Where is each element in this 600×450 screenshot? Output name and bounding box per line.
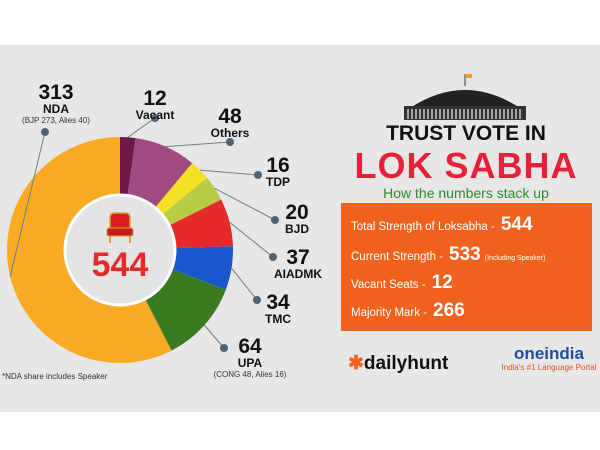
label-others: 48 Others (210, 105, 250, 140)
slice-bjd (162, 177, 222, 226)
leader-dot (226, 138, 234, 146)
oneindia-logo: oneindia India's #1 Language Portal (501, 344, 597, 372)
label-nda: 313 NDA (BJP 273, Alies 40) (22, 81, 90, 125)
leader-dot (271, 216, 279, 224)
fact-total: Total Strength of Loksabha -544 (351, 214, 533, 235)
total-seats-center: 544 (91, 246, 149, 284)
dailyhunt-logo: ✱dailyhunt (348, 353, 449, 374)
leader-line (127, 117, 156, 138)
leader-dot (254, 171, 262, 179)
title-line2: LOK SABHA (354, 145, 578, 186)
leader-line (229, 221, 274, 258)
fact-majority: Majority Mark -266 (351, 300, 465, 321)
label-tmc: 34 TMC (265, 291, 291, 326)
oneindia-tagline: India's #1 Language Portal (501, 363, 597, 372)
leader-dot (41, 128, 49, 136)
label-upa: 64 UPA (CONG 48, Alies 16) (213, 335, 287, 379)
facts-box: Total Strength of Loksabha -544 Current … (341, 203, 592, 331)
leader-line (199, 169, 259, 176)
footnote: *NDA share includes Speaker (2, 372, 108, 381)
slice-aiadmk (169, 199, 233, 249)
dailyhunt-icon: ✱ (348, 353, 364, 374)
leader-dot (220, 344, 228, 352)
leader-line (165, 141, 231, 148)
parliament-icon (404, 74, 526, 120)
donut-center (63, 193, 177, 307)
slice-vacant (120, 137, 136, 196)
throne-icon (106, 212, 134, 243)
slice-nda (7, 137, 172, 364)
slice-tmc (171, 246, 233, 290)
slice-tdp (155, 163, 207, 215)
title-line1: TRUST VOTE IN (386, 122, 546, 145)
fact-current: Current Strength -533 (Including Speaker) (351, 244, 546, 265)
leader-dot (253, 296, 261, 304)
leader-line (204, 324, 225, 349)
slice-others (127, 138, 193, 208)
leader-line (9, 131, 46, 277)
label-vacant: 12 Vacant (135, 87, 175, 122)
label-tdp: 16 TDP (266, 154, 290, 189)
label-aiadmk: 37 AIADMK (274, 246, 322, 281)
slice-upa (145, 269, 226, 351)
leader-line (214, 187, 276, 221)
subtitle: How the numbers stack up (383, 185, 549, 201)
leader-line (231, 267, 258, 301)
label-bjd: 20 BJD (284, 201, 309, 236)
leader-dot (151, 114, 159, 122)
fact-vacant: Vacant Seats -12 (351, 272, 453, 293)
leader-dot (269, 253, 277, 261)
